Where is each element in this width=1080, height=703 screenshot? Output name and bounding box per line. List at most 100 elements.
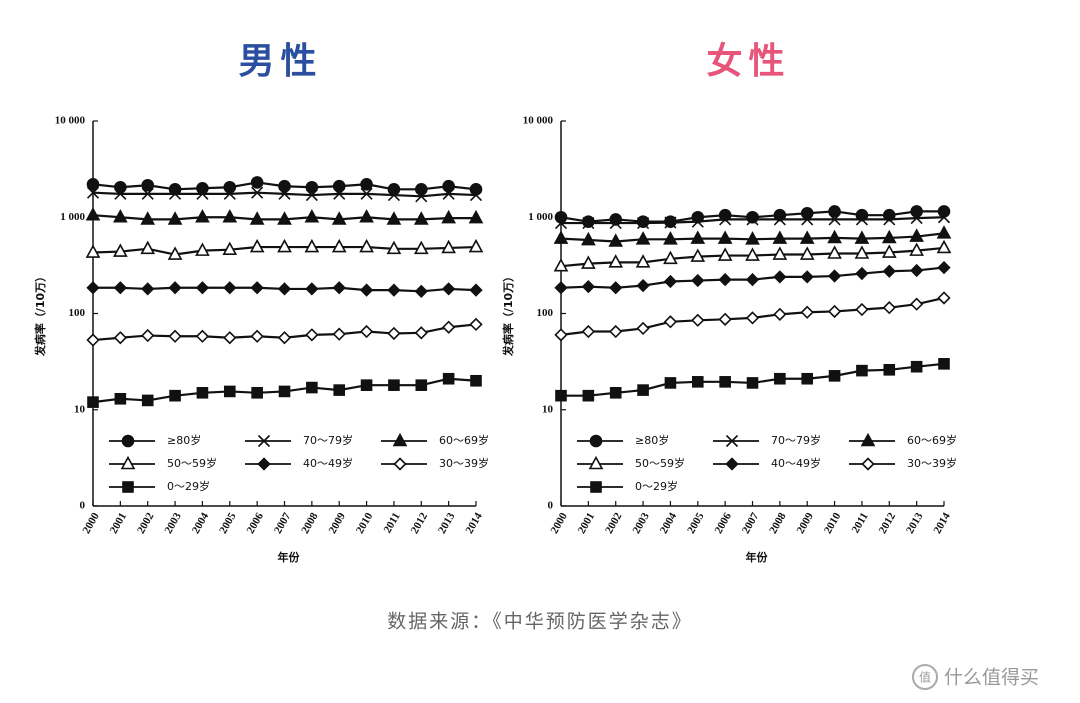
data-point bbox=[719, 213, 732, 226]
x-tick-label: 2012 bbox=[409, 510, 431, 535]
x-tick-label: 2007 bbox=[272, 510, 294, 535]
data-point bbox=[609, 217, 622, 230]
data-point bbox=[799, 246, 815, 260]
data-point bbox=[828, 213, 841, 226]
data-point bbox=[801, 213, 814, 226]
data-point bbox=[386, 240, 402, 255]
data-point bbox=[855, 302, 869, 317]
data-point bbox=[222, 209, 238, 223]
legend-label: 70～79岁 bbox=[303, 433, 353, 447]
data-point bbox=[635, 231, 651, 245]
data-point bbox=[663, 231, 678, 245]
data-point bbox=[909, 228, 924, 242]
data-point bbox=[415, 379, 428, 391]
data-point bbox=[113, 209, 128, 223]
data-point bbox=[746, 210, 759, 224]
x-tick-label: 2012 bbox=[877, 510, 899, 535]
data-point bbox=[87, 396, 99, 408]
data-point bbox=[718, 312, 732, 326]
y-tick-label: 10 000 bbox=[523, 115, 554, 127]
data-point bbox=[745, 272, 760, 287]
data-point bbox=[441, 209, 456, 224]
data-point bbox=[251, 186, 264, 199]
data-point bbox=[359, 324, 374, 339]
data-point bbox=[331, 238, 347, 253]
legend-marker bbox=[861, 457, 875, 471]
data-point bbox=[690, 230, 706, 244]
data-point bbox=[360, 177, 373, 191]
data-point bbox=[195, 242, 210, 256]
legend-marker bbox=[257, 434, 271, 448]
data-point bbox=[937, 211, 951, 224]
data-point bbox=[881, 244, 897, 258]
y-tick-label: 10 bbox=[74, 403, 86, 415]
data-point bbox=[196, 387, 209, 399]
x-tick-label: 2013 bbox=[436, 510, 458, 535]
data-point bbox=[141, 282, 155, 296]
legend-label: 60～69岁 bbox=[439, 433, 489, 447]
data-point bbox=[636, 278, 650, 293]
data-point bbox=[140, 211, 156, 225]
data-point bbox=[936, 225, 952, 239]
data-point bbox=[331, 211, 347, 225]
data-point bbox=[387, 183, 401, 196]
data-point bbox=[304, 209, 320, 223]
data-point bbox=[718, 272, 732, 287]
data-point bbox=[442, 187, 455, 200]
data-point bbox=[910, 212, 923, 225]
y-tick-label: 10 bbox=[542, 403, 554, 415]
data-point bbox=[277, 282, 292, 296]
legend-marker bbox=[121, 434, 135, 448]
data-point bbox=[141, 394, 154, 407]
data-point bbox=[773, 213, 786, 226]
data-point bbox=[413, 211, 429, 225]
data-point bbox=[223, 281, 237, 295]
data-point bbox=[332, 327, 346, 341]
data-point bbox=[305, 328, 319, 342]
y-tick-label: 100 bbox=[537, 307, 554, 319]
data-point bbox=[937, 291, 951, 305]
x-tick-label: 2004 bbox=[658, 510, 680, 535]
data-point bbox=[387, 283, 401, 297]
data-point bbox=[691, 273, 705, 288]
x-tick-label: 2000 bbox=[80, 510, 102, 535]
data-point bbox=[305, 189, 318, 202]
data-point bbox=[168, 329, 182, 343]
data-point bbox=[414, 326, 428, 340]
data-point bbox=[581, 231, 596, 246]
x-tick-label: 2013 bbox=[904, 510, 926, 535]
x-tick-label: 2007 bbox=[740, 510, 762, 535]
data-point bbox=[773, 307, 787, 321]
data-point bbox=[196, 187, 209, 200]
data-point bbox=[415, 190, 428, 203]
data-point bbox=[854, 245, 870, 259]
legend-marker bbox=[392, 432, 408, 447]
data-point bbox=[332, 281, 346, 295]
data-point bbox=[306, 381, 318, 394]
data-point bbox=[469, 189, 483, 202]
legend-marker bbox=[393, 457, 407, 471]
data-point bbox=[746, 377, 759, 389]
data-point bbox=[251, 387, 263, 399]
data-point bbox=[442, 179, 455, 193]
data-point bbox=[442, 320, 456, 334]
data-point bbox=[305, 282, 319, 296]
x-tick-label: 2008 bbox=[299, 510, 321, 535]
data-point bbox=[882, 208, 896, 222]
data-point bbox=[554, 328, 568, 342]
data-point bbox=[442, 372, 455, 385]
data-point bbox=[827, 229, 842, 244]
data-point bbox=[413, 240, 429, 255]
data-point bbox=[882, 301, 896, 315]
data-point bbox=[773, 208, 787, 222]
data-point bbox=[359, 283, 374, 297]
x-tick-label: 2006 bbox=[713, 510, 735, 535]
data-point bbox=[828, 205, 841, 218]
data-point bbox=[636, 321, 650, 336]
y-tick-label: 10 000 bbox=[55, 115, 86, 127]
data-point bbox=[582, 217, 595, 230]
data-point bbox=[278, 187, 291, 200]
data-point bbox=[881, 229, 897, 244]
y-tick-label: 1 000 bbox=[528, 211, 553, 223]
